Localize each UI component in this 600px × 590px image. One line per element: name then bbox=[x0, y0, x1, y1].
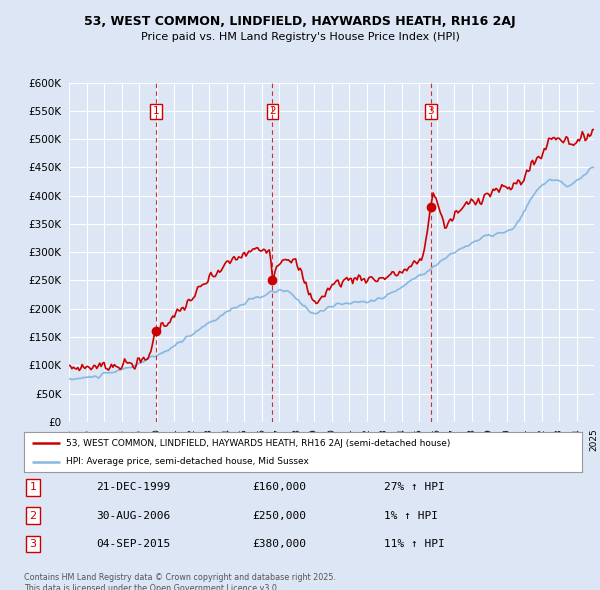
Text: 53, WEST COMMON, LINDFIELD, HAYWARDS HEATH, RH16 2AJ: 53, WEST COMMON, LINDFIELD, HAYWARDS HEA… bbox=[84, 15, 516, 28]
Text: 1: 1 bbox=[29, 483, 37, 492]
Text: 2: 2 bbox=[29, 511, 37, 520]
Text: 04-SEP-2015: 04-SEP-2015 bbox=[96, 539, 170, 549]
Text: 1% ↑ HPI: 1% ↑ HPI bbox=[384, 511, 438, 520]
Text: 30-AUG-2006: 30-AUG-2006 bbox=[96, 511, 170, 520]
Text: HPI: Average price, semi-detached house, Mid Sussex: HPI: Average price, semi-detached house,… bbox=[66, 457, 309, 467]
Text: 1: 1 bbox=[152, 106, 159, 116]
Text: 11% ↑ HPI: 11% ↑ HPI bbox=[384, 539, 445, 549]
Text: Contains HM Land Registry data © Crown copyright and database right 2025.
This d: Contains HM Land Registry data © Crown c… bbox=[24, 573, 336, 590]
Text: 3: 3 bbox=[427, 106, 434, 116]
Text: 53, WEST COMMON, LINDFIELD, HAYWARDS HEATH, RH16 2AJ (semi-detached house): 53, WEST COMMON, LINDFIELD, HAYWARDS HEA… bbox=[66, 438, 450, 448]
Text: 3: 3 bbox=[29, 539, 37, 549]
Text: 2: 2 bbox=[269, 106, 276, 116]
Text: £250,000: £250,000 bbox=[252, 511, 306, 520]
Text: £380,000: £380,000 bbox=[252, 539, 306, 549]
Text: Price paid vs. HM Land Registry's House Price Index (HPI): Price paid vs. HM Land Registry's House … bbox=[140, 32, 460, 42]
Text: 21-DEC-1999: 21-DEC-1999 bbox=[96, 483, 170, 492]
Text: 27% ↑ HPI: 27% ↑ HPI bbox=[384, 483, 445, 492]
Text: £160,000: £160,000 bbox=[252, 483, 306, 492]
